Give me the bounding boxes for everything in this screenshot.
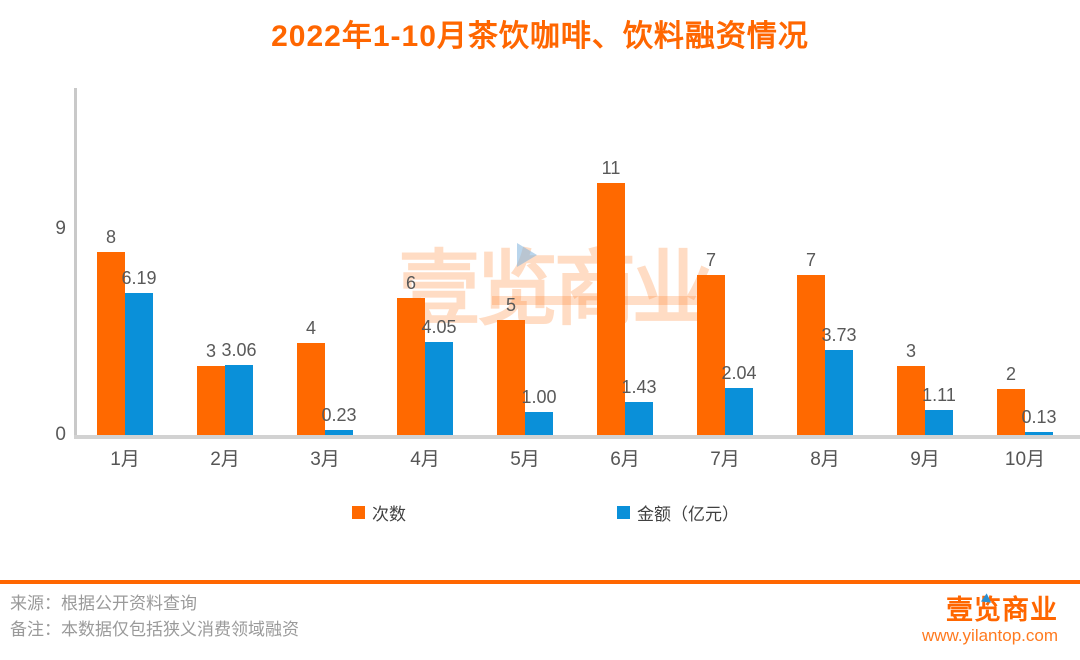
bar-金额（亿元）-9月 — [925, 410, 953, 435]
x-axis-label: 8月 — [810, 449, 840, 470]
bar-金额（亿元）-2月 — [225, 365, 253, 435]
bar-value-label: 7 — [805, 250, 816, 270]
bar-value-label: 3.06 — [221, 340, 257, 360]
x-axis-label: 9月 — [910, 449, 940, 470]
bar-value-label: 2.04 — [721, 363, 757, 383]
bar-金额（亿元）-6月 — [625, 402, 653, 435]
bar-value-label: 5 — [505, 295, 516, 315]
bar-value-label: 3.73 — [821, 325, 857, 345]
bar-金额（亿元）-1月 — [125, 293, 153, 435]
x-axis-label: 5月 — [510, 449, 540, 470]
bar-value-label: 1.43 — [621, 377, 657, 397]
x-axis-label: 1月 — [110, 449, 140, 470]
x-axis-label: 2月 — [210, 449, 240, 470]
bar-value-label: 0.13 — [1021, 407, 1057, 427]
y-tick-0: 0 — [55, 424, 66, 445]
watermark-play-icon — [517, 243, 537, 267]
legend-label-count: 次数 — [372, 505, 406, 524]
x-axis-label: 7月 — [710, 449, 740, 470]
bar-次数-8月 — [797, 275, 825, 435]
bar-value-label: 0.23 — [321, 405, 357, 425]
legend-swatch-count — [352, 506, 365, 519]
x-axis-label: 4月 — [410, 449, 440, 470]
legend-swatch-amount — [617, 506, 630, 519]
legend-item-amount: 金额（亿元） — [617, 500, 739, 525]
brand-logo-url: www.yilantop.com — [921, 626, 1058, 645]
x-axis-line — [74, 435, 1080, 439]
x-axis-label: 3月 — [310, 449, 340, 470]
bar-金额（亿元）-5月 — [525, 412, 553, 435]
bar-value-label: 3 — [905, 341, 916, 361]
legend-item-count: 次数 — [352, 500, 406, 525]
bar-次数-10月 — [997, 389, 1025, 435]
bar-value-label: 6.19 — [121, 268, 157, 288]
brand-logo-text: 壹览商业 — [946, 595, 1058, 625]
bar-次数-4月 — [397, 298, 425, 435]
brand-logo: 壹览商业 www.yilantop.com — [858, 593, 1058, 646]
bar-value-label: 7 — [705, 250, 716, 270]
bar-value-label: 11 — [601, 158, 621, 178]
bar-次数-1月 — [97, 252, 125, 435]
bar-value-label: 2 — [1005, 364, 1016, 384]
bar-金额（亿元）-10月 — [1025, 432, 1053, 435]
bar-value-label: 6 — [405, 273, 416, 293]
bar-金额（亿元）-7月 — [725, 388, 753, 435]
bar-value-label: 3 — [205, 341, 216, 361]
bar-次数-3月 — [297, 343, 325, 435]
bar-次数-9月 — [897, 366, 925, 435]
page-title: 2022年1-10月茶饮咖啡、饮料融资情况 — [271, 20, 809, 53]
data-note: 备注：本数据仅包括狭义消费领域融资 — [10, 620, 299, 639]
y-axis-line — [74, 88, 77, 435]
bar-次数-5月 — [497, 320, 525, 435]
bar-value-label: 1.11 — [922, 385, 956, 405]
bar-金额（亿元）-3月 — [325, 430, 353, 435]
bar-value-label: 4 — [305, 318, 316, 338]
source-note: 来源：根据公开资料查询 — [10, 594, 197, 613]
bar-value-label: 4.05 — [421, 317, 457, 337]
bar-金额（亿元）-8月 — [825, 350, 853, 435]
bar-次数-6月 — [597, 183, 625, 435]
bar-次数-7月 — [697, 275, 725, 435]
footer-divider — [0, 580, 1080, 584]
bar-金额（亿元）-4月 — [425, 342, 453, 435]
bar-次数-2月 — [197, 366, 225, 435]
x-axis-label: 10月 — [1004, 449, 1046, 470]
legend-label-amount: 金额（亿元） — [637, 505, 739, 524]
x-axis-label: 6月 — [610, 449, 640, 470]
bar-value-label: 1.00 — [521, 387, 557, 407]
y-tick-9: 9 — [55, 218, 66, 239]
bar-value-label: 8 — [105, 227, 116, 247]
